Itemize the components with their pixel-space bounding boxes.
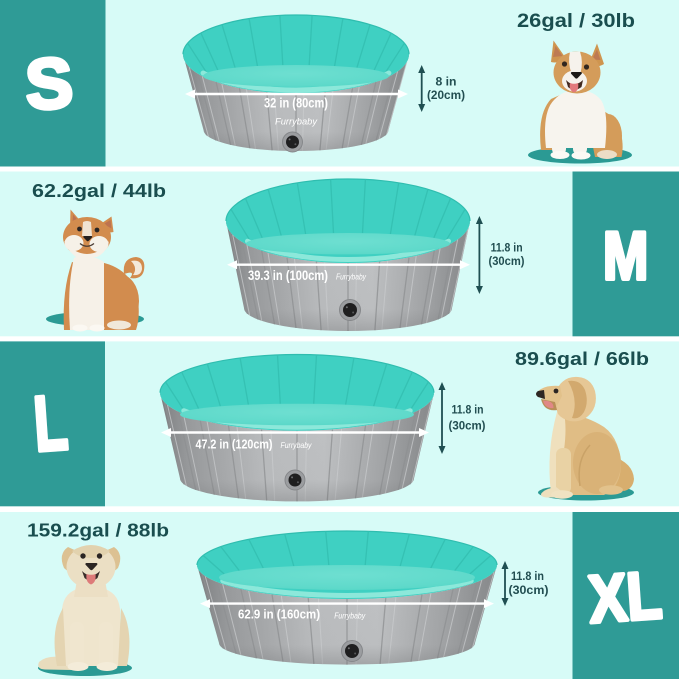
svg-text:62.2gal / 44lb: 62.2gal / 44lb	[32, 181, 166, 201]
svg-text:(30cm): (30cm)	[489, 254, 525, 268]
svg-text:L: L	[31, 379, 70, 468]
svg-text:39.3 in (100cm): 39.3 in (100cm)	[248, 268, 328, 283]
svg-text:62.9 in (160cm): 62.9 in (160cm)	[238, 607, 320, 622]
svg-text:Furrybaby: Furrybaby	[275, 117, 318, 127]
svg-text:47.2 in (120cm): 47.2 in (120cm)	[196, 437, 273, 452]
svg-text:11.8 in: 11.8 in	[452, 403, 484, 417]
svg-text:M: M	[603, 218, 648, 294]
svg-text:(30cm): (30cm)	[449, 419, 486, 433]
svg-text:XL: XL	[586, 558, 664, 637]
svg-text:89.6gal / 66lb: 89.6gal / 66lb	[515, 349, 649, 369]
svg-text:Furrybaby: Furrybaby	[334, 611, 366, 621]
svg-text:11.8 in: 11.8 in	[491, 241, 523, 255]
svg-text:(20cm): (20cm)	[427, 88, 465, 102]
svg-text:8 in: 8 in	[436, 75, 457, 89]
svg-text:11.8 in: 11.8 in	[511, 571, 544, 583]
svg-text:26gal / 30lb: 26gal / 30lb	[517, 10, 635, 32]
svg-text:(30cm): (30cm)	[509, 585, 549, 597]
svg-text:32 in (80cm): 32 in (80cm)	[264, 95, 328, 111]
svg-text:159.2gal / 88lb: 159.2gal / 88lb	[27, 521, 169, 541]
svg-text:Furrybaby: Furrybaby	[281, 440, 313, 450]
svg-text:Furrybaby: Furrybaby	[336, 272, 367, 282]
svg-text:S: S	[23, 44, 74, 125]
